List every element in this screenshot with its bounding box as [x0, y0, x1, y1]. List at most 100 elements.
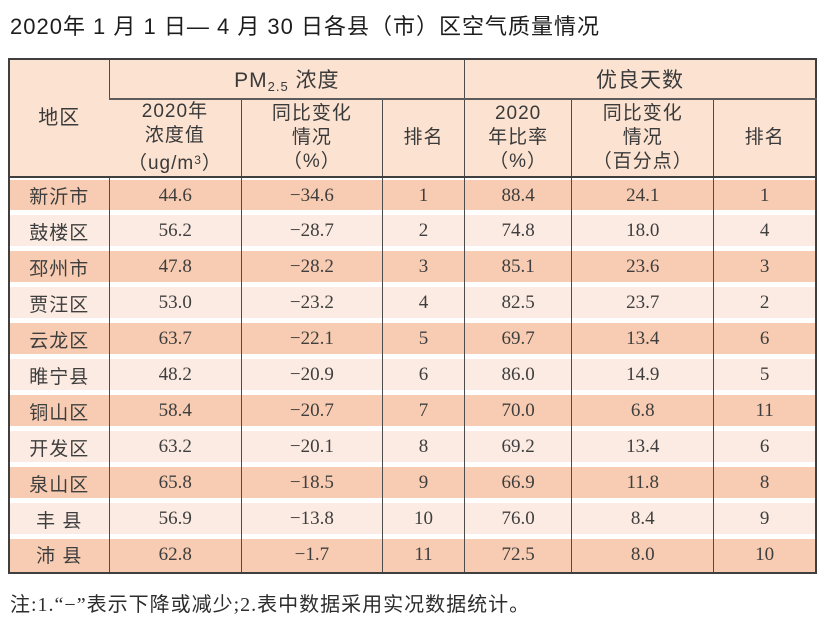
footnote: 注:1.“−”表示下降或减少;2.表中数据采用实况数据统计。 [10, 594, 531, 616]
good-days-yoy-cell: 13.4 [571, 321, 714, 357]
region-cell: 邳州市 [9, 249, 110, 285]
unit-superscript: 3 [194, 153, 202, 167]
table-row: 沛 县 62.8 −1.7 11 72.5 8.0 10 [9, 537, 816, 573]
header-sub-row: 2020年 浓度值 （ug/m3） 同比变化 情况 （%） 排名 2020 年比… [9, 99, 816, 178]
good-days-ratio-cell: 88.4 [464, 177, 572, 213]
pm-concentration-cell: 48.2 [108, 357, 242, 393]
pm-rank-cell: 1 [381, 177, 465, 213]
good-days-ratio-cell: 76.0 [464, 501, 572, 537]
pm-yoy-cell: −13.8 [240, 501, 383, 537]
group-header-pm25: PM2.5 浓度 [108, 59, 465, 100]
region-cell: 睢宁县 [9, 357, 110, 393]
region-cell: 丰 县 [9, 501, 110, 537]
pm-concentration-cell: 53.0 [108, 285, 242, 321]
good-days-rank-cell: 10 [713, 537, 816, 573]
pm-yoy-cell: −28.2 [240, 249, 383, 285]
table-row: 云龙区 63.7 −22.1 5 69.7 13.4 6 [9, 321, 816, 357]
good-days-rank-cell: 5 [713, 357, 816, 393]
pm-yoy-cell: −28.7 [240, 213, 383, 249]
good-days-ratio-cell: 66.9 [464, 465, 572, 501]
pm25-label-suffix: 浓度 [288, 69, 340, 92]
table-row: 睢宁县 48.2 −20.9 6 86.0 14.9 5 [9, 357, 816, 393]
table-body: 新沂市 44.6 −34.6 1 88.4 24.1 1 鼓楼区 56.2 −2… [9, 177, 816, 573]
good-days-yoy-cell: 18.0 [571, 213, 714, 249]
good-days-rank-cell: 6 [713, 321, 816, 357]
good-days-ratio-cell: 74.8 [464, 213, 572, 249]
concentration-header-unit: （ug/m3） [127, 153, 222, 174]
good-days-yoy-cell: 23.7 [571, 285, 714, 321]
pm-concentration-cell: 47.8 [108, 249, 242, 285]
good-days-yoy-cell: 8.0 [571, 537, 714, 573]
region-cell: 泉山区 [9, 465, 110, 501]
pm25-label-prefix: PM [234, 69, 268, 92]
good-days-rank-cell: 1 [713, 177, 816, 213]
pm-concentration-cell: 56.2 [108, 213, 242, 249]
good-days-ratio-cell: 82.5 [464, 285, 572, 321]
pm-rank-cell: 10 [381, 501, 465, 537]
pm-yoy-cell: −22.1 [240, 321, 383, 357]
column-header-good-days-rank: 排名 [713, 99, 816, 178]
pm-rank-cell: 4 [381, 285, 465, 321]
region-cell: 鼓楼区 [9, 213, 110, 249]
good-days-yoy-cell: 24.1 [571, 177, 714, 213]
table-row: 新沂市 44.6 −34.6 1 88.4 24.1 1 [9, 177, 816, 213]
pm-yoy-cell: −18.5 [240, 465, 383, 501]
column-header-concentration: 2020年 浓度值 （ug/m3） [109, 99, 242, 178]
good-days-ratio-cell: 69.7 [464, 321, 572, 357]
table-row: 开发区 63.2 −20.1 8 69.2 13.4 6 [9, 429, 816, 465]
air-quality-table: 地区 PM2.5 浓度 优良天数 2020年 浓度值 （ug/m3） 同比变化 … [8, 58, 817, 574]
pm-yoy-cell: −23.2 [240, 285, 383, 321]
pm-yoy-cell: −1.7 [240, 537, 383, 573]
region-cell: 沛 县 [9, 537, 110, 573]
good-days-rank-cell: 2 [713, 285, 816, 321]
table-row: 邳州市 47.8 −28.2 3 85.1 23.6 3 [9, 249, 816, 285]
pm-rank-cell: 6 [381, 357, 465, 393]
good-days-yoy-cell: 11.8 [571, 465, 714, 501]
pm-concentration-cell: 58.4 [108, 393, 242, 429]
page-title: 2020年 1 月 1 日— 4 月 30 日各县（市）区空气质量情况 [10, 14, 601, 39]
pm-rank-cell: 8 [381, 429, 465, 465]
good-days-rank-cell: 6 [713, 429, 816, 465]
good-days-yoy-cell: 6.8 [571, 393, 714, 429]
table-row: 丰 县 56.9 −13.8 10 76.0 8.4 9 [9, 501, 816, 537]
pm-rank-cell: 7 [381, 393, 465, 429]
table-row: 鼓楼区 56.2 −28.7 2 74.8 18.0 4 [9, 213, 816, 249]
table-row: 泉山区 65.8 −18.5 9 66.9 11.8 8 [9, 465, 816, 501]
pm-yoy-cell: −34.6 [240, 177, 383, 213]
pm-rank-cell: 2 [381, 213, 465, 249]
table-row: 铜山区 58.4 −20.7 7 70.0 6.8 11 [9, 393, 816, 429]
region-cell: 新沂市 [9, 177, 110, 213]
good-days-ratio-cell: 72.5 [464, 537, 572, 573]
pm-concentration-cell: 62.8 [108, 537, 242, 573]
concentration-header-line2: 浓度值 [144, 125, 205, 146]
pm-concentration-cell: 44.6 [108, 177, 242, 213]
pm-concentration-cell: 65.8 [108, 465, 242, 501]
good-days-ratio-cell: 70.0 [464, 393, 572, 429]
good-days-ratio-cell: 86.0 [464, 357, 572, 393]
pm25-subscript: 2.5 [267, 79, 289, 94]
good-days-rank-cell: 8 [713, 465, 816, 501]
pm-concentration-cell: 63.2 [108, 429, 242, 465]
pm-yoy-cell: −20.1 [240, 429, 383, 465]
region-cell: 开发区 [9, 429, 110, 465]
column-header-region: 地区 [9, 59, 110, 178]
good-days-rank-cell: 11 [713, 393, 816, 429]
good-days-rank-cell: 4 [713, 213, 816, 249]
region-cell: 贾汪区 [9, 285, 110, 321]
table-row: 贾汪区 53.0 −23.2 4 82.5 23.7 2 [9, 285, 816, 321]
group-header-good-days: 优良天数 [464, 59, 816, 100]
good-days-yoy-cell: 8.4 [571, 501, 714, 537]
pm-concentration-cell: 63.7 [108, 321, 242, 357]
pm-rank-cell: 11 [381, 537, 465, 573]
column-header-good-days-yoy-change: 同比变化 情况 （百分点） [571, 99, 714, 178]
pm-rank-cell: 9 [381, 465, 465, 501]
good-days-ratio-cell: 69.2 [464, 429, 572, 465]
pm-yoy-cell: −20.7 [240, 393, 383, 429]
pm-concentration-cell: 56.9 [108, 501, 242, 537]
good-days-yoy-cell: 23.6 [571, 249, 714, 285]
header-group-row: 地区 PM2.5 浓度 优良天数 [9, 59, 816, 178]
region-cell: 云龙区 [9, 321, 110, 357]
column-header-pm-yoy-change: 同比变化 情况 （%） [240, 99, 383, 178]
table-header: 地区 PM2.5 浓度 优良天数 2020年 浓度值 （ug/m3） 同比变化 … [9, 59, 816, 178]
